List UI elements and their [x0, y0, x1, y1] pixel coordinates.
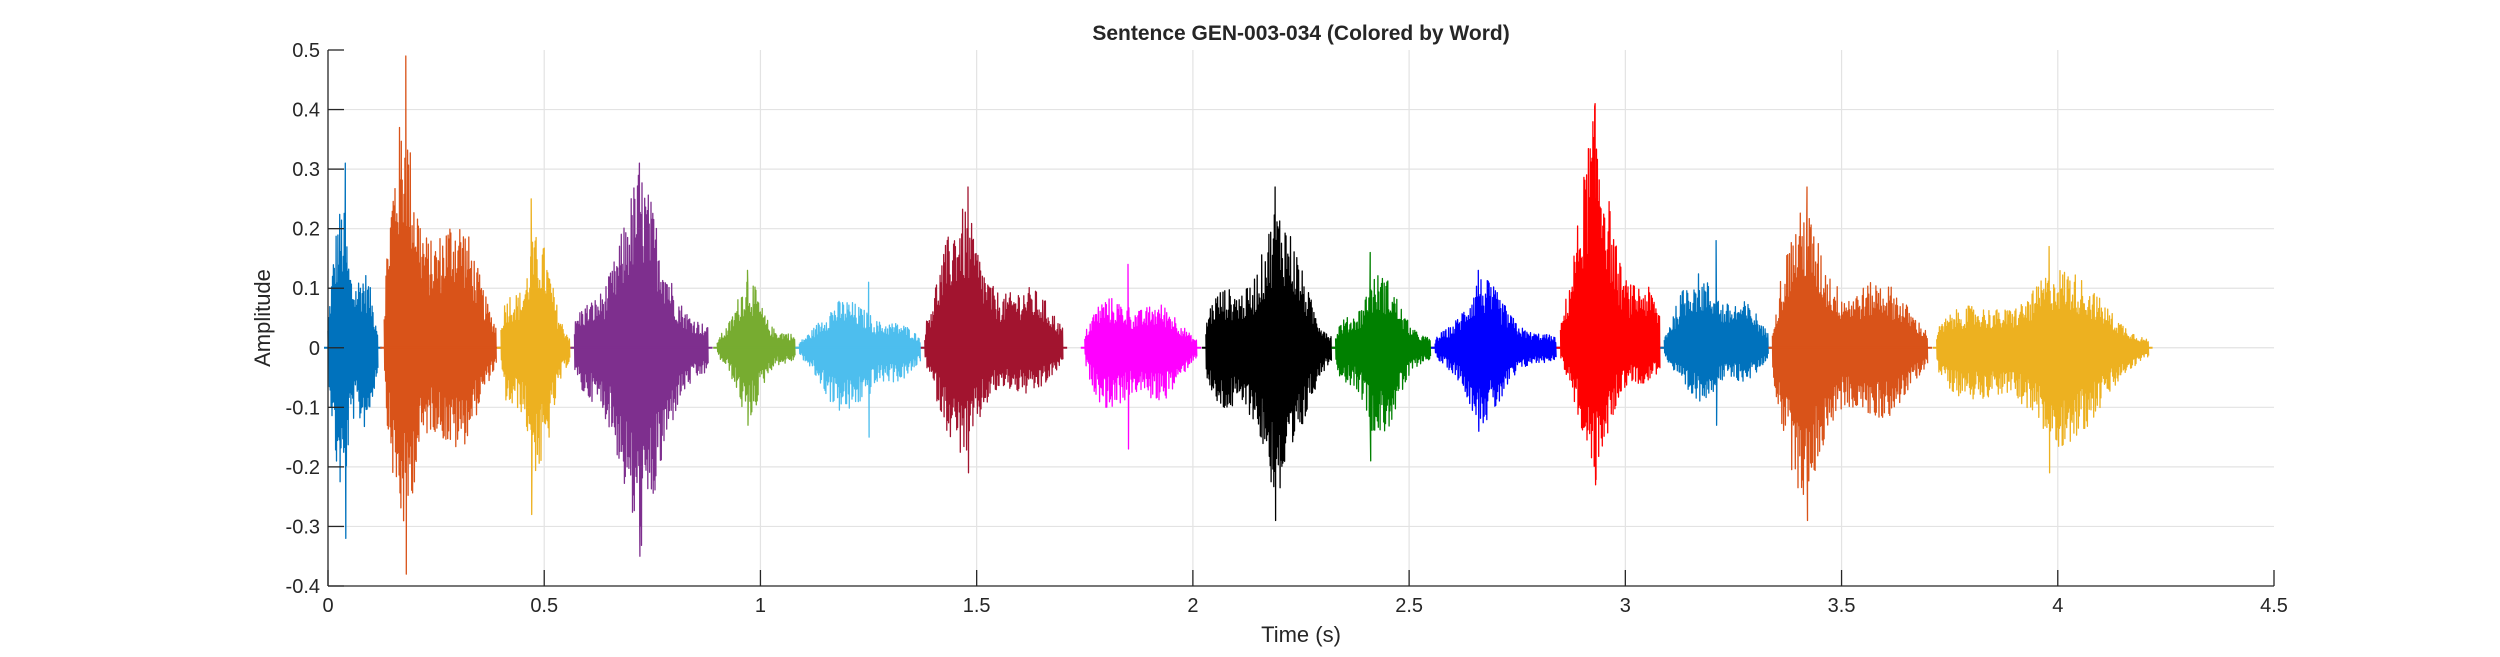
y-tick-label: 0.4	[292, 100, 320, 122]
word-segment-9	[1205, 186, 1333, 522]
word-segment-7	[924, 186, 1064, 474]
y-tick-label: -0.2	[286, 457, 320, 479]
y-tick-label: 0.2	[292, 219, 320, 241]
x-tick-label: 3.5	[1828, 595, 1856, 617]
y-tick-label: 0.5	[292, 40, 320, 62]
y-axis-label: Amplitude	[250, 269, 275, 367]
chart-title: Sentence GEN-003-034 (Colored by Word)	[1092, 22, 1509, 45]
word-segment-15	[1936, 245, 2150, 474]
word-segment-12	[1559, 102, 1661, 486]
x-tick-label: 1	[755, 595, 766, 617]
y-tick-label: 0	[309, 338, 320, 360]
x-axis-ticks: 0 0.5 1 1.5 2 2.5 3 3.5 4 4.5	[322, 570, 2288, 617]
x-tick-label: 4.5	[2260, 595, 2288, 617]
word-segment-6	[798, 281, 922, 438]
x-tick-label: 0	[322, 595, 333, 617]
y-axis-ticks: -0.4 -0.3 -0.2 -0.1 0 0.1 0.2 0.3 0.4 0.5	[286, 40, 344, 598]
x-axis-label: Time (s)	[1261, 622, 1341, 647]
word-segment-3	[500, 198, 571, 516]
x-tick-label: 2	[1187, 595, 1198, 617]
waveform-segments	[324, 55, 2153, 575]
x-tick-label: 4	[2052, 595, 2063, 617]
axes-box	[327, 50, 2274, 587]
y-tick-label: 0.3	[292, 159, 320, 181]
word-segment-8	[1084, 263, 1198, 450]
x-tick-label: 3	[1620, 595, 1631, 617]
y-tick-label: 0.1	[292, 278, 320, 300]
x-tick-label: 0.5	[530, 595, 558, 617]
y-tick-label: -0.3	[286, 516, 320, 538]
word-segment-5	[716, 269, 796, 426]
word-segment-10	[1334, 251, 1432, 462]
word-segment-13	[1663, 239, 1769, 426]
word-segment-2	[383, 55, 497, 575]
word-segment-1	[327, 162, 379, 540]
x-tick-label: 1.5	[963, 595, 991, 617]
y-tick-label: -0.4	[286, 576, 320, 598]
word-segment-4	[573, 162, 709, 557]
x-tick-label: 2.5	[1395, 595, 1423, 617]
word-segment-14	[1771, 186, 1929, 522]
y-tick-label: -0.1	[286, 397, 320, 419]
